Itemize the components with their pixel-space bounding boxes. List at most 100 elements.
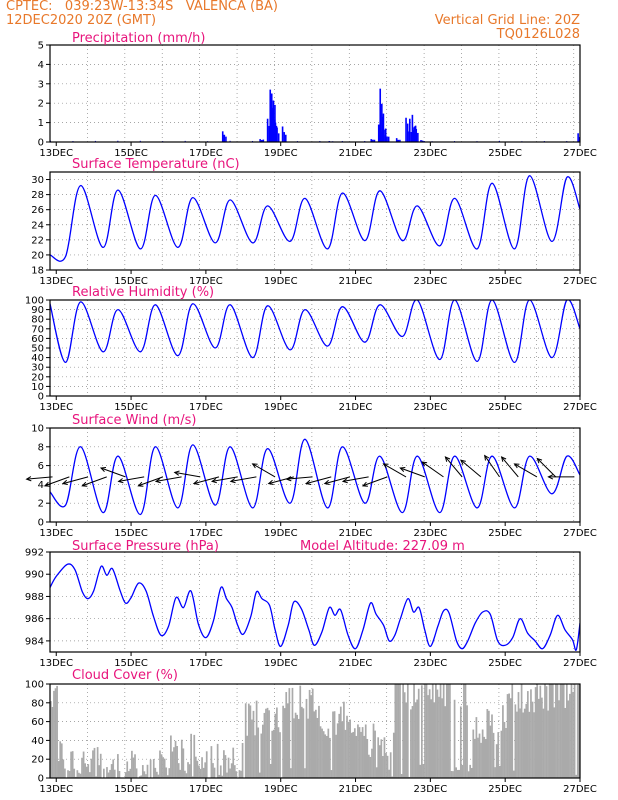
y-tick-label: 5 <box>38 41 44 52</box>
panel-frame <box>49 551 581 653</box>
cloud-bar <box>456 769 459 778</box>
wind-vector <box>513 463 538 478</box>
cloud-bar <box>519 708 521 778</box>
cloud-bar <box>290 768 292 778</box>
cloud-bar <box>127 771 130 778</box>
x-tick-label: 23DEC <box>413 402 447 413</box>
wind-vector <box>173 470 201 478</box>
cloud-bar <box>252 710 255 778</box>
cloud-bar <box>433 702 436 778</box>
cloud-bar <box>319 726 322 778</box>
cloud-bar <box>223 750 225 778</box>
cloud-bar <box>483 736 486 778</box>
cloud-bar <box>180 739 183 778</box>
cloud-bar <box>450 770 453 778</box>
cloud-bar <box>205 751 208 778</box>
cloud-bar <box>204 762 207 778</box>
cloud-bar <box>191 776 194 778</box>
cloud-bar <box>124 772 127 778</box>
cloud-bar <box>481 729 484 778</box>
cloud-bar <box>447 684 450 778</box>
cloud-bar <box>176 746 178 778</box>
x-tick-label: 13DEC <box>39 658 73 669</box>
cloud-bar <box>184 770 186 778</box>
wind-vector <box>421 461 444 478</box>
cloud-bar <box>572 692 574 778</box>
precip-bar <box>284 134 287 142</box>
cloud-bar <box>112 759 115 778</box>
cloud-bar <box>155 771 158 778</box>
x-tick-label: 13DEC <box>39 784 73 795</box>
precip-bar <box>405 117 407 142</box>
cloud-bar <box>56 685 58 778</box>
y-tick-label: 10 <box>31 424 44 435</box>
x-tick-label: 19DEC <box>264 658 298 669</box>
cloud-bar <box>324 734 327 778</box>
cloud-bar <box>369 756 372 778</box>
cloud-bar <box>143 771 146 778</box>
x-tick-label: 19DEC <box>264 276 298 287</box>
cloud-bar <box>534 687 537 778</box>
precip-bar <box>223 134 226 142</box>
header-grid-note: Vertical Grid Line: 20Z <box>434 13 580 28</box>
cloud-bar <box>82 751 85 778</box>
cloud-bar <box>57 761 60 778</box>
cloud-bar <box>221 775 224 778</box>
cloud-bar <box>394 684 397 778</box>
precip-bar <box>379 88 382 142</box>
cloud-bar <box>346 715 348 778</box>
cloud-bar <box>439 684 442 778</box>
cloud-bar <box>548 684 551 778</box>
cloud-bar <box>414 702 417 778</box>
cloud-bar <box>430 699 433 778</box>
y-tick-label: 20 <box>31 372 44 383</box>
y-tick-label: 0 <box>38 518 44 529</box>
cloud-bar <box>232 747 235 778</box>
y-tick-label: 988 <box>25 592 44 603</box>
cloud-bar <box>322 731 325 778</box>
cloud-bar <box>469 764 472 778</box>
wind-vector <box>444 456 463 478</box>
cloud-bar <box>467 771 470 778</box>
cloud-bar <box>293 718 295 778</box>
cloud-bar <box>397 684 400 778</box>
cloud-bar <box>118 770 121 778</box>
x-tick-label: 19DEC <box>264 784 298 795</box>
cloud-bar <box>500 730 503 778</box>
cloud-bar <box>511 684 514 778</box>
cloud-bar <box>308 689 311 778</box>
cloud-bar <box>402 684 404 778</box>
cloud-bar <box>332 711 334 778</box>
x-tick-label: 21DEC <box>339 276 373 287</box>
wind-vector <box>341 476 369 484</box>
cloud-bar <box>438 696 440 778</box>
wind-vector <box>484 454 500 478</box>
cloud-bar <box>562 684 565 778</box>
x-tick-label: 23DEC <box>413 784 447 795</box>
cloud-bar <box>413 684 415 778</box>
y-tick-label: 90 <box>31 305 44 316</box>
precip-bar <box>415 129 418 142</box>
y-tick-label: 4 <box>38 60 44 71</box>
precip-bar <box>370 139 373 142</box>
y-tick-label: 28 <box>31 190 44 201</box>
cloud-bar <box>406 684 409 778</box>
wind-vector <box>99 467 126 478</box>
cloud-bar <box>350 732 353 778</box>
cloud-bar <box>226 772 228 778</box>
cloud-bar <box>201 757 203 778</box>
y-tick-label: 0 <box>38 392 44 403</box>
cloud-bar <box>213 767 216 778</box>
cloud-bar <box>95 776 97 778</box>
panel-title: Cloud Cover (%) <box>72 668 178 683</box>
cloud-bar <box>444 706 447 778</box>
cloud-bar <box>313 711 316 778</box>
y-tick-label: 20 <box>31 250 44 261</box>
x-tick-label: 19DEC <box>264 528 298 539</box>
series-line <box>50 175 580 262</box>
y-tick-label: 990 <box>25 570 44 581</box>
cloud-bar <box>321 728 323 778</box>
x-tick-label: 23DEC <box>413 148 447 159</box>
cloud-bar <box>107 772 110 778</box>
